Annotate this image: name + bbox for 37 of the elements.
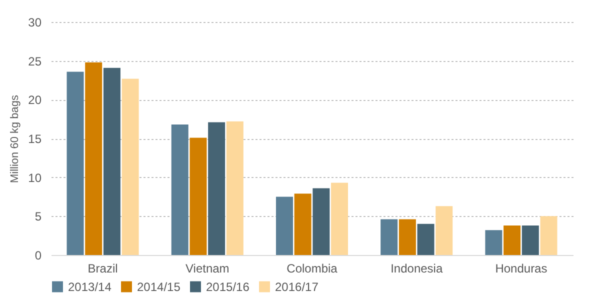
legend-label: 2016/17 (275, 280, 319, 294)
bar (398, 219, 416, 255)
bar (85, 62, 102, 255)
bar (66, 72, 84, 255)
bar (380, 219, 398, 255)
bar (504, 225, 521, 255)
x-tick-label: Colombia (286, 262, 338, 276)
bar (294, 194, 312, 255)
bar (540, 216, 558, 255)
bar (522, 225, 539, 255)
y-axis-title: Million 60 kg bags (9, 94, 22, 184)
bar (276, 196, 293, 255)
bar (417, 224, 434, 255)
y-tick-label: 30 (28, 16, 42, 30)
legend-label: 2013/14 (68, 280, 112, 294)
x-tick-label: Indonesia (390, 262, 443, 276)
bar (190, 138, 207, 255)
y-tick-label: 15 (28, 132, 42, 146)
bar (171, 124, 188, 255)
bar (122, 78, 139, 255)
x-tick-label: Brazil (88, 262, 118, 276)
bar (312, 188, 330, 255)
x-tick-label: Vietnam (185, 262, 230, 276)
bar (485, 230, 502, 255)
bar (103, 68, 120, 255)
y-tick-label: 25 (28, 54, 42, 68)
x-tick-label: Honduras (495, 262, 548, 276)
y-tick-label: 10 (28, 170, 42, 185)
y-tick-label: 0 (34, 248, 42, 262)
legend-label: 2014/15 (137, 280, 181, 294)
bar (226, 121, 244, 255)
bar (436, 206, 453, 255)
bar (331, 182, 348, 255)
y-tick-label: 5 (34, 210, 42, 224)
y-tick-label: 20 (28, 93, 42, 108)
bar (208, 122, 226, 255)
legend-label: 2015/16 (206, 280, 250, 294)
